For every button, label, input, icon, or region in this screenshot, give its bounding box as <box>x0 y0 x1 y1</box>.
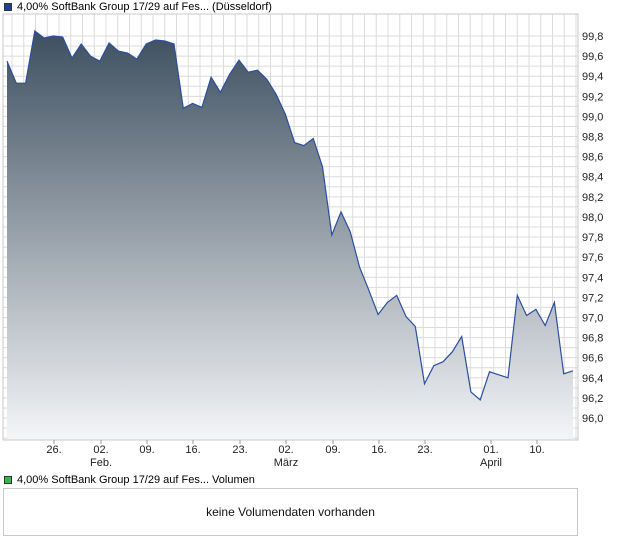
price-chart: 99,8 99,6 99,4 99,2 99,0 98,8 98,6 98,4 98,2 98,0… <box>2 13 603 469</box>
y-tick-label: 97,8 <box>582 232 603 244</box>
price-area <box>7 31 573 440</box>
x-tick-label: 02. <box>278 444 293 456</box>
x-tick-label: 09. <box>325 444 340 456</box>
volume-series-label: 4,00% SoftBank Group 17/29 auf Fes... Vo… <box>17 474 255 486</box>
y-tick-label: 98,6 <box>582 152 603 164</box>
x-tick-label: 23. <box>232 444 247 456</box>
y-tick-label: 97,4 <box>582 272 603 284</box>
price-series-legend: 4,00% SoftBank Group 17/29 auf Fes... (D… <box>4 0 272 14</box>
price-series-swatch <box>4 3 12 11</box>
x-tick-label: 16. <box>371 444 386 456</box>
y-tick-label: 96,4 <box>582 373 603 385</box>
x-tick-label: 23. <box>417 444 432 456</box>
y-tick-label: 98,4 <box>582 172 603 184</box>
volume-panel: keine Volumendaten vorhanden <box>3 488 578 536</box>
price-series-label: 4,00% SoftBank Group 17/29 auf Fes... (D… <box>17 1 272 13</box>
volume-series-legend: 4,00% SoftBank Group 17/29 auf Fes... Vo… <box>4 473 255 487</box>
y-tick-label: 99,2 <box>582 91 603 103</box>
x-tick-label: 01. <box>483 444 498 456</box>
y-tick-label: 97,6 <box>582 252 603 264</box>
y-tick-label: 97,2 <box>582 292 603 304</box>
x-tick-label: 09. <box>139 444 154 456</box>
y-tick-label: 96,6 <box>582 353 603 365</box>
y-tick-label: 99,6 <box>582 51 603 63</box>
x-tick-label: 26. <box>46 444 61 456</box>
x-tick-label: 16. <box>185 444 200 456</box>
price-line <box>6 29 574 401</box>
y-tick-label: 96,2 <box>582 393 603 405</box>
y-tick-label: 98,0 <box>582 212 603 224</box>
y-tick-label: 96,8 <box>582 333 603 345</box>
y-tick-label: 96,0 <box>582 413 603 425</box>
y-tick-label: 97,0 <box>582 312 603 324</box>
volume-series-swatch <box>4 476 12 484</box>
y-tick-label: 99,4 <box>582 71 603 83</box>
x-tick-label: 02. <box>93 444 108 456</box>
y-tick-label: 99,0 <box>582 111 603 123</box>
y-tick-label: 99,8 <box>582 31 603 43</box>
x-axis-labels: 26. 02. 09. 16. 23. 02. 09. 16. 23. 01. 10. Feb. Mär… <box>46 440 545 469</box>
x-month-label: Feb. <box>90 457 112 469</box>
x-month-label: April <box>480 457 502 469</box>
x-tick-label: 10. <box>529 444 544 456</box>
no-volume-message: keine Volumendaten vorhanden <box>206 505 375 519</box>
plot-frame <box>2 13 579 441</box>
y-tick-label: 98,2 <box>582 192 603 204</box>
y-tick-label: 98,8 <box>582 132 603 144</box>
x-month-label: März <box>274 457 298 469</box>
y-axis-labels: 99,8 99,6 99,4 99,2 99,0 98,8 98,6 98,4 98,2 98,0… <box>582 31 603 425</box>
